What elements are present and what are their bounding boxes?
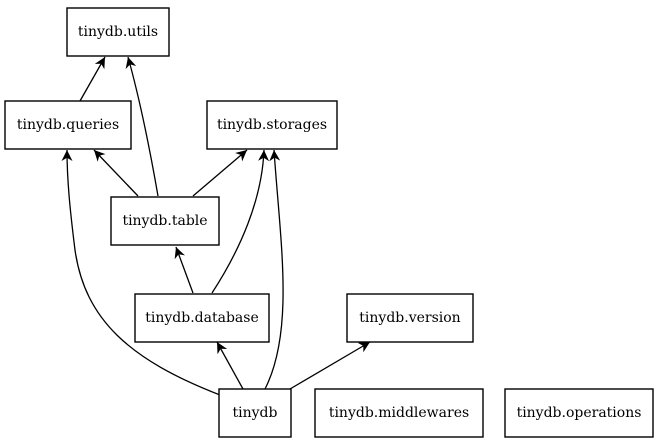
edge-tinydb-to-storages (264, 149, 284, 390)
edges-group (61, 56, 371, 396)
node-table-label: tinydb.table (122, 213, 207, 229)
node-utils-label: tinydb.utils (78, 24, 158, 40)
edge-queries-to-utils (79, 56, 106, 102)
edge-tinydb-to-database (216, 341, 244, 390)
nodes-group: tinydb.utils tinydb.queries tinydb.stora… (4, 7, 654, 438)
node-queries[interactable]: tinydb.queries (4, 100, 132, 150)
edge-table-to-storages (192, 149, 248, 197)
node-queries-label: tinydb.queries (17, 117, 119, 133)
node-storages-label: tinydb.storages (217, 117, 327, 133)
edge-table-to-queries (93, 149, 139, 197)
edge-table-to-utils (125, 56, 159, 197)
node-tinydb[interactable]: tinydb (218, 388, 292, 438)
node-database-label: tinydb.database (145, 310, 258, 326)
node-operations-label: tinydb.operations (517, 405, 642, 421)
node-middlewares[interactable]: tinydb.middlewares (314, 388, 484, 438)
node-table[interactable]: tinydb.table (110, 196, 220, 246)
node-version-label: tinydb.version (359, 310, 460, 326)
node-storages[interactable]: tinydb.storages (206, 100, 338, 150)
edge-database-to-storages (211, 149, 270, 294)
node-middlewares-label: tinydb.middlewares (329, 405, 469, 421)
node-version[interactable]: tinydb.version (346, 293, 474, 343)
node-database[interactable]: tinydb.database (134, 293, 270, 343)
edge-tinydb-to-version (289, 341, 371, 390)
node-utils[interactable]: tinydb.utils (66, 7, 170, 57)
edge-database-to-table (174, 246, 194, 294)
edge-tinydb-to-queries (61, 149, 221, 396)
node-operations[interactable]: tinydb.operations (504, 388, 654, 438)
node-tinydb-label: tinydb (233, 405, 278, 421)
